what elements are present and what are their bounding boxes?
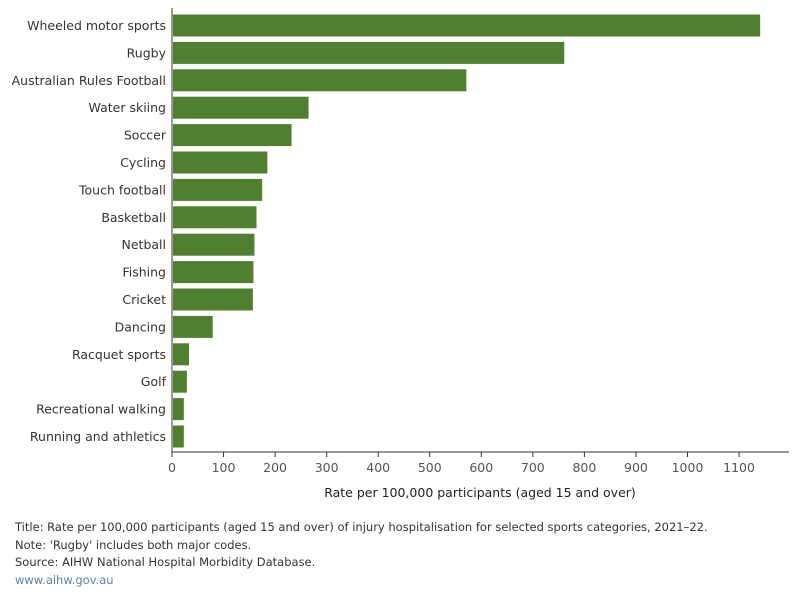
chart-source: Source: AIHW National Hospital Morbidity…: [15, 555, 316, 569]
category-label: Fishing: [122, 265, 166, 280]
category-label: Australian Rules Football: [12, 73, 166, 88]
category-label: Water skiing: [89, 100, 166, 115]
x-axis-title: Rate per 100,000 participants (aged 15 a…: [324, 485, 636, 500]
bar: [173, 96, 309, 119]
bar: [173, 124, 292, 147]
chart-notes: Title: Rate per 100,000 participants (ag…: [15, 519, 708, 589]
category-label: Soccer: [124, 128, 167, 143]
category-label: Netball: [122, 237, 166, 252]
category-label: Basketball: [101, 210, 166, 225]
x-tick-label: 200: [263, 460, 287, 475]
category-label: Racquet sports: [72, 347, 166, 362]
bar: [173, 151, 268, 174]
x-tick-label: 800: [572, 460, 596, 475]
x-tick-label: 400: [366, 460, 390, 475]
x-tick-label: 1100: [723, 460, 755, 475]
bar: [173, 315, 213, 338]
category-label: Running and athletics: [30, 429, 166, 444]
x-tick-label: 600: [469, 460, 493, 475]
bar: [173, 69, 467, 92]
bar: [173, 233, 255, 256]
aihw-link[interactable]: www.aihw.gov.au: [15, 572, 114, 587]
category-label: Wheeled motor sports: [27, 18, 166, 33]
x-tick-label: 1000: [672, 460, 704, 475]
category-label: Recreational walking: [36, 402, 166, 417]
bar: [173, 370, 187, 393]
bar: [173, 206, 257, 229]
bar: [173, 425, 184, 448]
category-label: Golf: [141, 374, 167, 389]
x-tick-label: 500: [418, 460, 442, 475]
x-tick-label: 900: [624, 460, 648, 475]
category-label: Touch football: [78, 182, 166, 197]
chart-title: Title: Rate per 100,000 participants (ag…: [15, 520, 708, 534]
bar: [173, 41, 565, 64]
bar: [173, 178, 263, 201]
category-label: Dancing: [115, 319, 166, 334]
x-tick-label: 300: [315, 460, 339, 475]
x-tick-label: 700: [521, 460, 545, 475]
category-label: Rugby: [127, 45, 167, 60]
bar: [173, 14, 761, 37]
chart-note: Note: 'Rugby' includes both major codes.: [15, 537, 252, 552]
x-tick-label: 100: [212, 460, 236, 475]
bar: [173, 288, 253, 311]
x-tick-label: 0: [168, 460, 176, 475]
bar: [173, 261, 254, 284]
category-label: Cycling: [120, 155, 166, 170]
bar-chart: Wheeled motor sports Rugby Australian Rule…: [12, 8, 789, 500]
bar: [173, 398, 184, 421]
category-label: Cricket: [122, 292, 166, 307]
bar: [173, 343, 189, 366]
